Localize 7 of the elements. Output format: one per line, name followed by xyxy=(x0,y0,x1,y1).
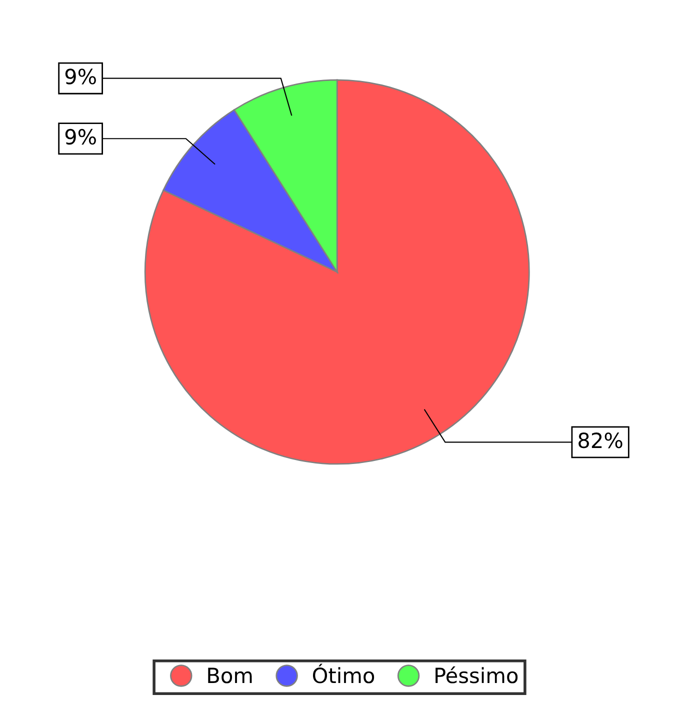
pie-slice xyxy=(144,79,530,465)
legend-label: Péssimo xyxy=(436,666,518,684)
legend-label: Ótimo xyxy=(312,664,374,684)
legend-label: Bom xyxy=(208,668,252,684)
data-label: 82% xyxy=(578,432,622,448)
data-label: 9% xyxy=(65,128,96,145)
data-label: 9% xyxy=(65,68,96,84)
